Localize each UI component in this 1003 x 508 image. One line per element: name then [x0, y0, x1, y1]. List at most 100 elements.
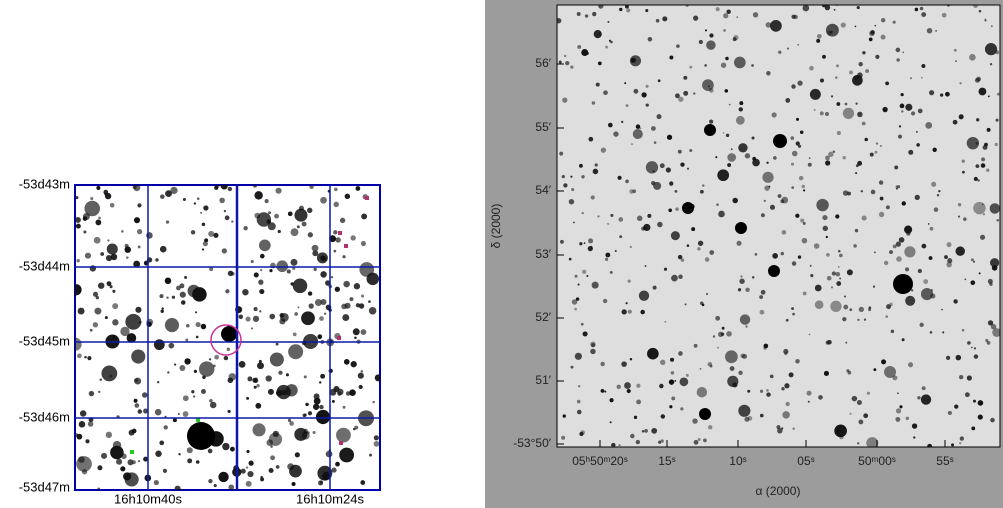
star [920, 287, 934, 301]
star [721, 326, 725, 330]
star [910, 111, 916, 116]
star [987, 278, 993, 284]
star [834, 424, 847, 438]
star [854, 228, 859, 233]
star [275, 187, 282, 194]
star [669, 55, 674, 60]
star [159, 440, 165, 446]
star [143, 456, 149, 462]
star [826, 275, 832, 281]
star [633, 415, 638, 420]
star [268, 468, 274, 474]
star [565, 60, 570, 66]
star [89, 328, 93, 332]
star [982, 213, 985, 216]
star [904, 246, 916, 258]
star [806, 390, 812, 396]
star [625, 179, 629, 184]
star [250, 327, 254, 330]
star [732, 197, 738, 204]
star [213, 484, 217, 488]
star [917, 108, 923, 114]
star [685, 373, 689, 377]
star [973, 354, 979, 359]
star [609, 398, 614, 403]
star [614, 250, 617, 252]
star [729, 366, 735, 371]
star [112, 440, 122, 450]
star [625, 104, 629, 108]
star [676, 44, 680, 48]
star [677, 254, 683, 260]
star [955, 354, 962, 361]
star [201, 248, 205, 251]
star [845, 341, 848, 344]
star [373, 435, 379, 441]
star [137, 245, 141, 249]
star [971, 346, 973, 349]
star [106, 243, 118, 255]
star [768, 265, 780, 277]
star [353, 283, 361, 290]
star [309, 185, 314, 190]
star [257, 362, 264, 370]
star [267, 222, 276, 231]
star [717, 346, 719, 349]
star [928, 256, 933, 260]
star [878, 180, 884, 185]
star [697, 247, 701, 251]
star [557, 18, 562, 24]
star [195, 311, 198, 314]
right-stars [557, 5, 1000, 447]
star [738, 404, 751, 417]
star [914, 194, 920, 201]
star [290, 258, 298, 266]
star [766, 392, 771, 397]
star [349, 297, 354, 302]
star [670, 357, 675, 362]
star [160, 194, 165, 199]
star [995, 118, 999, 122]
star [613, 131, 619, 137]
star [625, 302, 628, 305]
star [182, 411, 189, 417]
star [290, 228, 299, 237]
star [97, 487, 101, 490]
star [809, 264, 812, 267]
star [980, 234, 986, 240]
star [926, 27, 933, 34]
star [368, 300, 371, 303]
star [796, 117, 800, 121]
star [751, 276, 755, 279]
star [179, 365, 186, 371]
star [825, 160, 831, 166]
star [110, 253, 118, 261]
star [742, 353, 748, 359]
star [977, 400, 984, 406]
star [875, 54, 880, 59]
star [133, 217, 141, 224]
star [125, 313, 142, 330]
star [292, 278, 308, 294]
star [822, 225, 828, 232]
star [870, 189, 876, 195]
star [675, 207, 679, 211]
star [978, 87, 987, 96]
star [849, 70, 853, 75]
star [159, 294, 164, 299]
star [292, 332, 297, 337]
star [574, 274, 578, 278]
star [728, 103, 731, 106]
star [222, 442, 230, 451]
star [598, 5, 604, 9]
star [301, 311, 315, 326]
star [586, 274, 589, 278]
star [792, 312, 795, 316]
star [752, 158, 760, 167]
star [901, 201, 906, 206]
star [275, 342, 279, 346]
star [839, 277, 842, 280]
star [666, 134, 673, 140]
star [193, 202, 196, 205]
